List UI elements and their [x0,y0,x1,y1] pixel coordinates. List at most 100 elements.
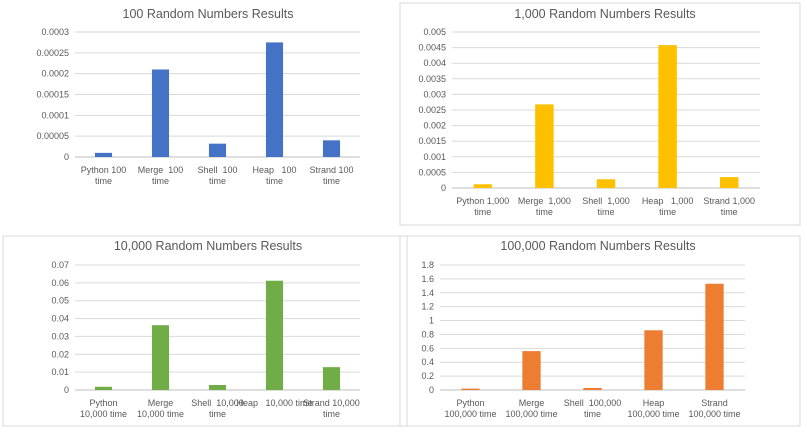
y-tick-label: 0.00015 [36,90,69,100]
category-label: Shell 100 [197,165,237,175]
y-tick-label: 0.002 [423,121,446,131]
chart-100000-random-numbers: 100,000 Random Numbers Results 0 0.2 0.4 0.… [399,235,801,427]
y-tick-label: 0.04 [51,314,69,324]
bar [644,330,663,390]
category-label: 100,000 time [505,409,557,419]
bar [208,385,227,390]
category-label: Merge 1,000 [518,196,571,206]
category-label: Heap 1,000 [642,196,694,206]
y-tick-label: 0.2 [421,371,434,381]
y-tick-label: 0 [441,183,446,193]
category-label: Strand 1,000 [703,196,755,206]
y-tick-label: 0.0015 [418,136,446,146]
category-label: Heap [643,398,665,408]
category-label: time [266,176,283,186]
category-label: 10,000 time [80,409,127,419]
bar [265,42,284,157]
bar [596,179,616,188]
bar [658,45,677,188]
y-tick-label: 0.02 [51,349,69,359]
category-label: Merge [519,398,545,408]
chart-title: 10,000 Random Numbers Results [114,239,302,253]
bar [265,280,284,390]
y-tick-label: 0.005 [423,27,446,37]
category-label: time [152,176,169,186]
y-tick-label: 0.003 [423,89,446,99]
y-tick-label: 1.6 [421,274,434,284]
bar [94,152,113,157]
category-label: Python 1,000 [456,196,509,206]
y-tick-label: 0.0045 [418,43,446,53]
bar [535,104,554,188]
category-label: time [209,176,226,186]
category-label: Python [456,398,484,408]
chart-border [399,2,801,226]
category-label: 100,000 time [688,409,740,419]
category-label: time [209,409,226,419]
bar [94,386,113,390]
category-label: Heap 100 [252,165,296,175]
chart-title: 100 Random Numbers Results [123,7,294,21]
category-label: Heap 10,000 time [236,398,312,408]
category-label: 100,000 time [627,409,679,419]
y-tick-label: 0 [429,385,434,395]
category-label: Shell 1,000 [582,196,630,206]
chart-100-random-numbers: 100 Random Numbers Results 0 0.00005 0.000… [36,7,360,186]
category-label: Strand [701,398,728,408]
bar [522,351,541,390]
chart-10000-random-numbers: 10,000 Random Numbers Results 0 0.01 0.02 0… [2,235,408,427]
bar [208,143,227,157]
category-label: time [584,409,601,419]
y-tick-label: 0 [64,152,69,162]
category-label: Strand 100 [309,165,353,175]
y-tick-label: 0.00025 [36,48,69,58]
bar [322,367,341,390]
y-tick-label: 0.05 [51,296,69,306]
chart-title: 100,000 Random Numbers Results [500,239,695,253]
y-tick-label: 0.6 [421,343,434,353]
y-tick-label: 0.0003 [41,27,69,37]
bar [719,177,739,188]
chart-1000-random-numbers: 1,000 Random Numbers Results 0 0.0005 0.00… [399,2,801,226]
y-tick-label: 0.004 [423,58,446,68]
y-tick-label: 0.01 [51,367,69,377]
category-label: time [95,176,112,186]
category-label: 100,000 time [444,409,496,419]
bar [461,388,480,390]
category-label: time [536,207,553,217]
y-tick-label: 0.8 [421,329,434,339]
y-tick-label: 0 [64,385,69,395]
y-tick-label: 0.0002 [41,69,69,79]
y-tick-label: 1.2 [421,302,434,312]
category-label: Merge 100 [138,165,184,175]
bar [705,283,724,390]
category-label: time [721,207,738,217]
category-label: time [474,207,491,217]
category-label: time [659,207,676,217]
y-tick-label: 0.001 [423,152,446,162]
category-label: Python 100 [81,165,127,175]
y-tick-label: 0.0005 [418,167,446,177]
category-label: time [323,176,340,186]
bar [322,140,341,157]
bar [151,325,170,390]
y-tick-label: 0.0025 [418,105,446,115]
y-tick-label: 0.00005 [36,131,69,141]
category-label: Shell 10,000 [191,398,244,408]
chart-border [399,235,801,427]
category-label: Python [89,398,117,408]
y-tick-label: 0.07 [51,260,69,270]
y-tick-label: 1.8 [421,260,434,270]
y-tick-label: 0.06 [51,278,69,288]
chart-border [2,235,408,427]
y-tick-label: 0.03 [51,331,69,341]
category-label: 10,000 time [137,409,184,419]
chart-title: 1,000 Random Numbers Results [514,7,695,21]
category-label: Strand 10,000 [303,398,360,408]
y-tick-label: 1.4 [421,288,434,298]
y-tick-label: 0.0035 [418,74,446,84]
bar [583,387,602,390]
category-label: Shell 100,000 [564,398,622,408]
category-label: time [597,207,614,217]
